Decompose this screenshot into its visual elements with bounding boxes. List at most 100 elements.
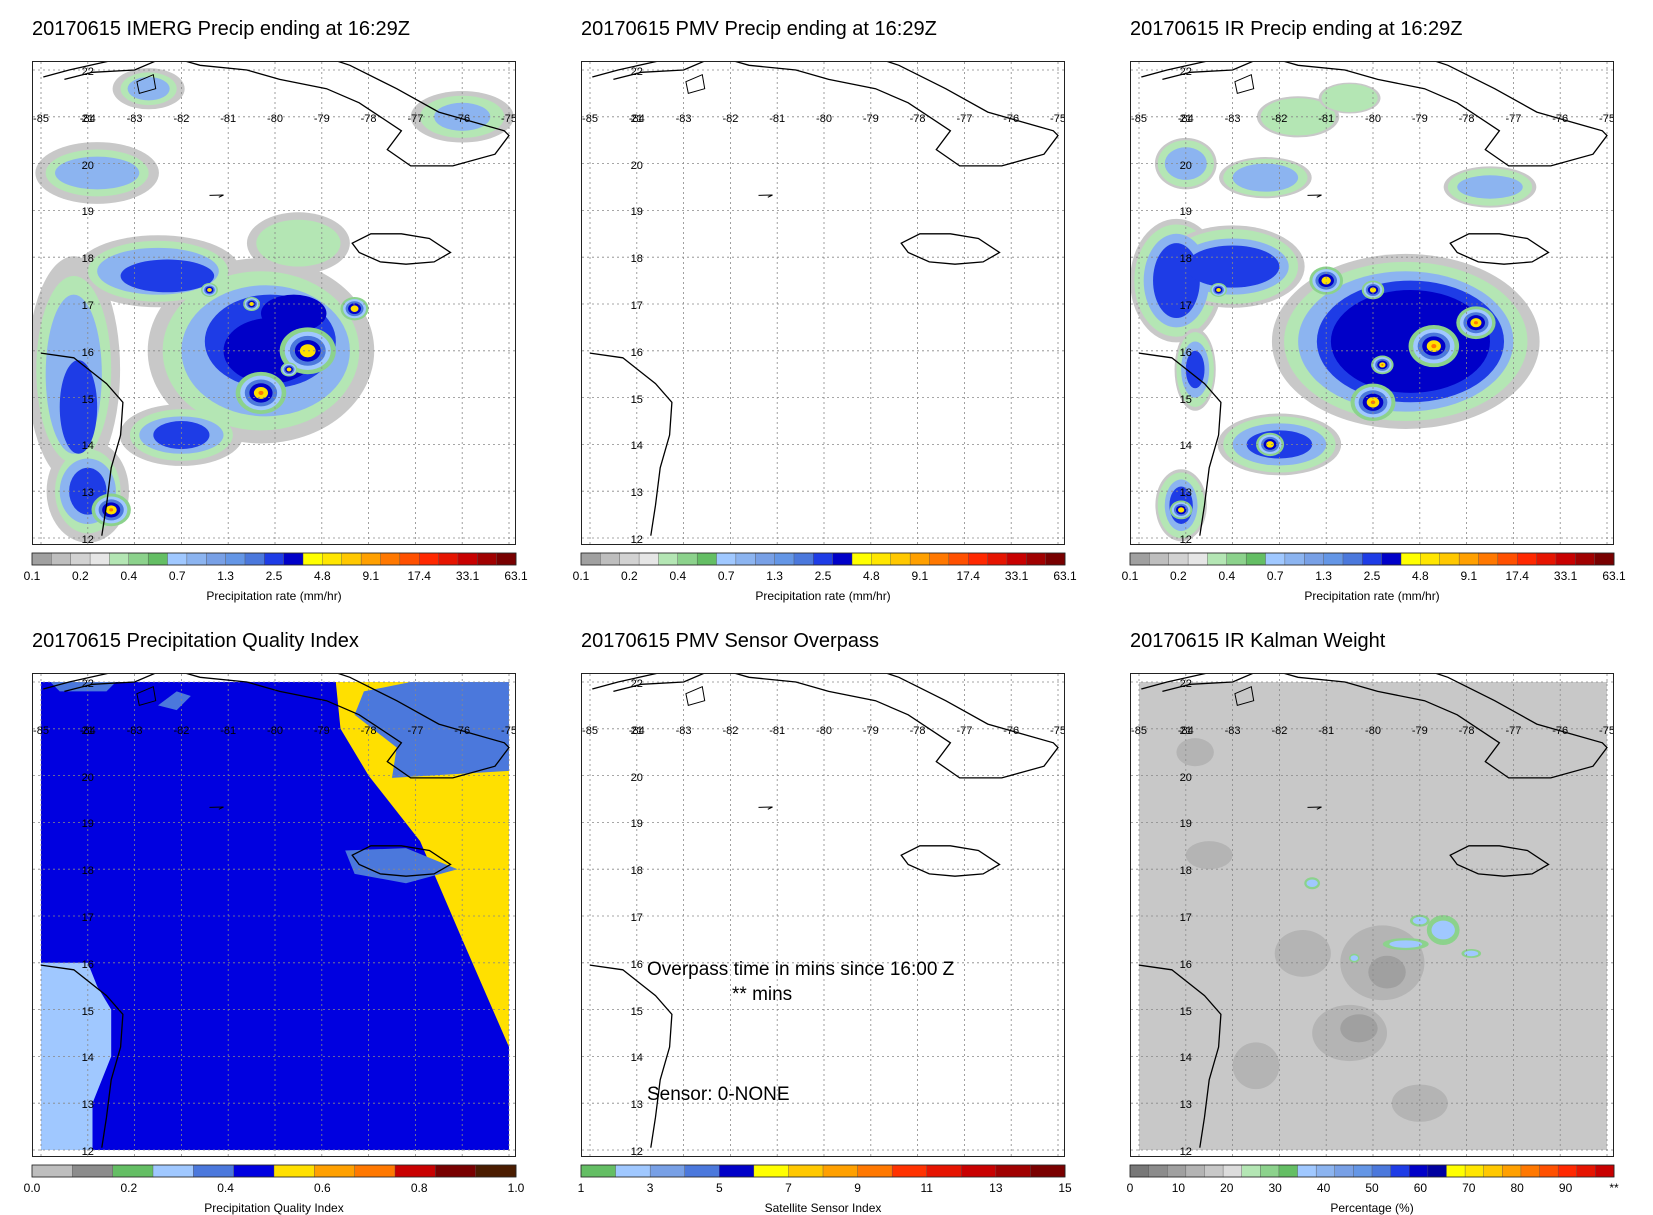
colorbar-tick-label: 1.0 [507, 1181, 525, 1195]
lon-tick-label: -79 [862, 113, 879, 126]
lat-tick-label: 12 [81, 534, 94, 545]
colorbar-segment [186, 552, 207, 566]
colorbar-segment [1342, 552, 1363, 566]
lat-tick-label: 15 [1179, 393, 1192, 406]
central-america-coastline [40, 964, 124, 1148]
colorbar-segment [1129, 552, 1150, 566]
colorbar-tick-label: 60 [1413, 1181, 1428, 1195]
lat-tick-label: 21 [630, 724, 643, 737]
lat-tick-label: 14 [1179, 1052, 1192, 1065]
colorbar-segment [1226, 552, 1247, 566]
colorbar-segment [1187, 552, 1208, 566]
colorbar-segment [871, 552, 892, 566]
colorbar-tick-label: 90 [1558, 1181, 1573, 1195]
lon-tick-label: -77 [1505, 113, 1522, 126]
lat-tick-label: 14 [1179, 440, 1192, 453]
colorbar-segment [109, 552, 130, 566]
precip-cell [1321, 84, 1378, 113]
colorbar-segment [696, 552, 718, 566]
colorbar-segment [225, 552, 246, 566]
lat-tick-label: 14 [630, 440, 643, 453]
colorbar-tick-label: 0.4 [120, 569, 138, 583]
lon-tick-label: -80 [267, 725, 283, 738]
colorbar-segment [72, 1164, 114, 1178]
lat-tick-label: 17 [630, 912, 643, 924]
colorbar-segment [1497, 552, 1518, 566]
lat-tick-label: 16 [630, 346, 643, 359]
cuba-coastline [592, 62, 1059, 167]
colorbar-segment [890, 552, 911, 566]
colorbar-segment [1222, 1164, 1243, 1178]
lat-tick-label: 15 [630, 393, 643, 406]
precip-cell [258, 390, 264, 396]
lon-tick-label: -83 [675, 725, 692, 738]
jamaica-coastline [351, 233, 452, 265]
colorbar-title: Precipitation rate (mm/hr) [206, 589, 342, 603]
lon-tick-label: -75 [1599, 725, 1614, 738]
colorbar-tick-label: 0.1 [572, 569, 590, 583]
lon-tick-label: -83 [1224, 113, 1241, 126]
colorbar-segment [987, 552, 1008, 566]
lat-tick-label: 20 [630, 159, 643, 172]
lat-tick-label: 18 [81, 253, 94, 266]
lon-tick-label: -82 [722, 725, 739, 738]
lon-tick-label: -80 [816, 725, 832, 738]
colorbar-tick-label: 4.8 [1412, 569, 1429, 583]
colorbar-segment [273, 1164, 315, 1178]
lon-tick-label: -76 [1003, 725, 1020, 738]
colorbar-segment [891, 1164, 928, 1178]
lat-tick-label: 19 [630, 206, 643, 219]
lon-tick-label: -78 [1458, 725, 1475, 738]
colorbar-segment [1265, 552, 1286, 566]
map-panel-kalman: -85 -84 -83 -82 -81 -80 -79 -78 -77 -76 -75 22 21 20 1… [1130, 673, 1614, 1157]
cayman-coastline [209, 194, 224, 198]
lon-tick-label: -84 [628, 113, 645, 126]
colorbar-segment [1576, 1164, 1596, 1178]
cuba-coastline [1141, 674, 1608, 779]
lon-tick-label: -78 [909, 725, 926, 738]
colorbar-segment [167, 552, 188, 566]
colorbar-segment [1594, 552, 1615, 566]
colorbar-segment [619, 552, 640, 566]
colorbar-segment [735, 552, 756, 566]
lon-tick-label: -80 [1365, 725, 1381, 738]
lat-tick-label: 15 [630, 1005, 643, 1018]
colorbar-segment [1148, 1164, 1168, 1178]
colorbar-quality [31, 1164, 517, 1178]
lon-tick-label: -81 [769, 113, 786, 126]
graticule [1131, 674, 1613, 1156]
colorbar-segment [1006, 552, 1027, 566]
lon-tick-label: -79 [313, 113, 330, 126]
colorbar-tick-label: 1 [577, 1181, 585, 1195]
field-layer [1131, 82, 1540, 542]
colorbar-segment [638, 552, 659, 566]
colorbar-tick-label: 1.3 [217, 569, 234, 583]
isla-juventud-coastline [685, 685, 706, 707]
lon-tick-label: -75 [501, 725, 516, 738]
colorbar-segment [793, 552, 814, 566]
precip-cell [1266, 441, 1274, 448]
colorbar-segment [961, 1164, 997, 1178]
colorbar-segment [1595, 1164, 1615, 1178]
map-canvas [1131, 62, 1613, 544]
colorbar-tick-label: 0.1 [1121, 569, 1139, 583]
colorbar-segment [753, 1164, 789, 1178]
lat-tick-label: 13 [630, 1099, 643, 1112]
lon-tick-label: -82 [173, 113, 190, 126]
colorbar-tick-label: 0 [1126, 1181, 1134, 1195]
kalman-low-cell [1340, 1014, 1378, 1043]
colorbar-tick-label: 63.1 [504, 569, 528, 583]
jamaica-coastline [900, 845, 1001, 877]
lon-tick-label: -81 [220, 113, 237, 126]
precip-cell [1185, 350, 1205, 389]
colorbar-segment [1575, 552, 1596, 566]
colorbar-tick-label: 17.4 [956, 569, 980, 583]
lon-tick-label: -79 [1411, 113, 1428, 126]
colorbar-segment [1260, 1164, 1280, 1178]
lon-tick-label: -78 [360, 113, 377, 126]
lat-tick-label: 18 [1179, 253, 1192, 266]
lat-tick-label: 19 [630, 818, 643, 831]
cuba-coastline [43, 62, 510, 167]
coastlines [40, 674, 510, 1148]
